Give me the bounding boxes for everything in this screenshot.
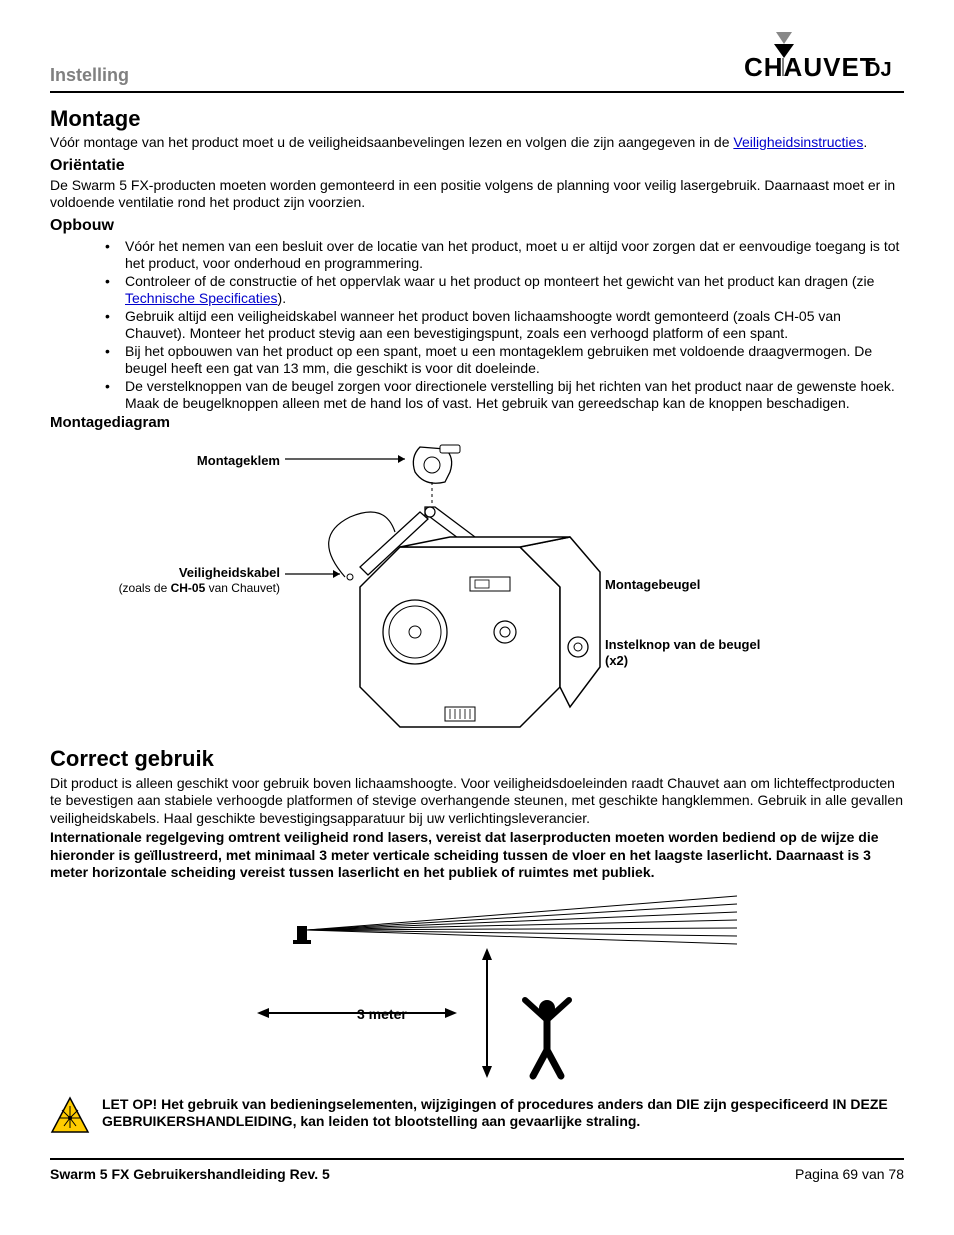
orientatie-text: De Swarm 5 FX-producten moeten worden ge…	[50, 177, 904, 212]
correct-p1: Dit product is alleen geschikt voor gebr…	[50, 775, 904, 828]
device-illustration	[50, 437, 904, 737]
list-item: Vóór het nemen van een besluit over de l…	[105, 238, 904, 272]
safety-instructions-link[interactable]: Veiligheidsinstructies	[733, 134, 863, 150]
list-item-post: ).	[278, 290, 287, 306]
footer-page-number: Pagina 69 van 78	[795, 1166, 904, 1184]
correct-gebruik-heading: Correct gebruik	[50, 745, 904, 773]
section-label: Instelling	[50, 64, 129, 87]
footer-doc-title: Swarm 5 FX Gebruikershandleiding Rev. 5	[50, 1166, 330, 1184]
chauvet-logo: CHAUVET DJ	[744, 30, 904, 87]
montage-heading: Montage	[50, 105, 904, 133]
list-item-text: Controleer of de constructie of het oppe…	[125, 273, 874, 289]
warning-block: LET OP! Het gebruik van bedieningselemen…	[50, 1096, 904, 1141]
warning-text: LET OP! Het gebruik van bedieningselemen…	[102, 1096, 904, 1131]
list-item: Bij het opbouwen van het product op een …	[105, 343, 904, 377]
laser-safety-diagram: 3 meter	[50, 888, 904, 1088]
list-item: De verstelknoppen van de beugel zorgen v…	[105, 378, 904, 412]
montagediagram-heading: Montagediagram	[50, 414, 904, 433]
opbouw-list: Vóór het nemen van een besluit over de l…	[50, 238, 904, 413]
correct-p2: Internationale regelgeving omtrent veili…	[50, 829, 904, 882]
montage-intro-post: .	[863, 134, 867, 150]
montage-diagram: Montageklem Veiligheidskabel (zoals de C…	[50, 437, 904, 737]
page-footer: Swarm 5 FX Gebruikershandleiding Rev. 5 …	[50, 1158, 904, 1184]
tech-specs-link[interactable]: Technische Specificaties	[125, 290, 278, 306]
montage-intro-pre: Vóór montage van het product moet u de v…	[50, 134, 733, 150]
laser-warning-icon	[50, 1096, 90, 1141]
svg-text:DJ: DJ	[866, 59, 892, 81]
logo-text: CHAUVET	[744, 52, 877, 82]
montage-intro: Vóór montage van het product moet u de v…	[50, 134, 904, 152]
page-header: Instelling CHAUVET DJ	[50, 30, 904, 93]
list-item: Controleer of de constructie of het oppe…	[105, 273, 904, 307]
orientatie-heading: Oriëntatie	[50, 156, 904, 176]
distance-label: 3 meter	[357, 1006, 407, 1024]
list-item: Gebruik altijd een veiligheidskabel wann…	[105, 308, 904, 342]
opbouw-heading: Opbouw	[50, 216, 904, 236]
